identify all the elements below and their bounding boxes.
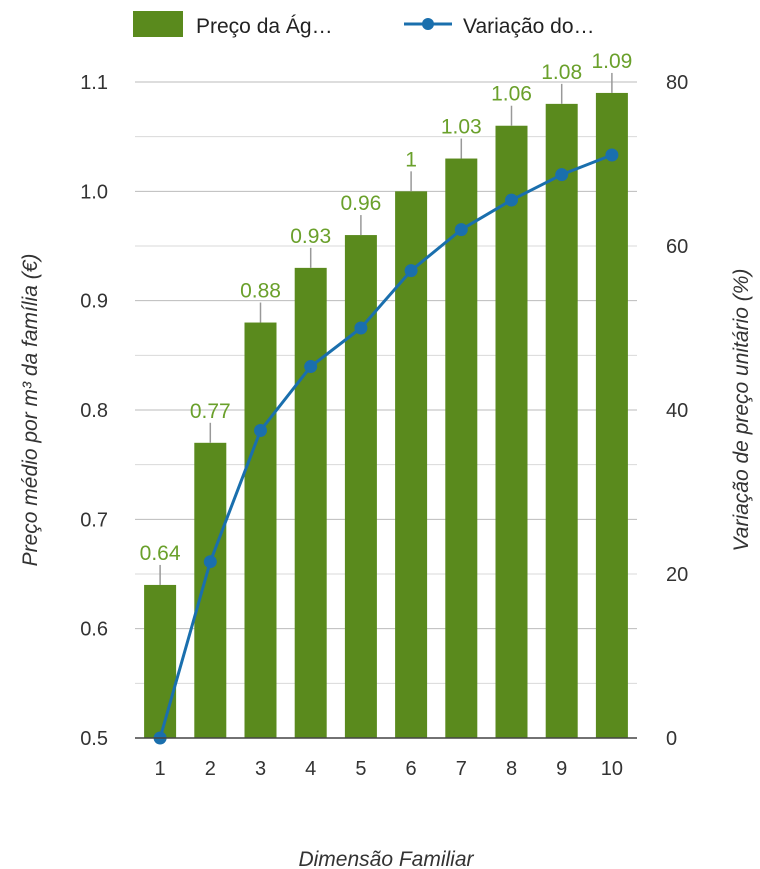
bar-data-label: 0.88 <box>240 280 281 303</box>
bar-data-label: 1.06 <box>491 83 532 106</box>
legend-label-bar: Preço da Ág… <box>196 15 333 38</box>
y2-tick-label: 20 <box>666 564 688 586</box>
x-tick-label: 9 <box>556 758 567 780</box>
legend-label-line: Variação do… <box>463 15 595 38</box>
y-tick-label: 0.7 <box>80 509 108 531</box>
legend-swatch-bar <box>133 11 183 37</box>
y2-tick-label: 40 <box>666 400 688 422</box>
x-tick-label: 5 <box>355 758 366 780</box>
bar-7 <box>445 158 478 739</box>
y2-tick-label: 80 <box>666 72 688 94</box>
bar-9 <box>545 103 578 738</box>
line-path <box>158 153 613 739</box>
bar-8 <box>495 125 528 738</box>
y-axis-title: Preço médio por m³ da família (€) <box>19 254 42 567</box>
bar-4 <box>294 267 327 738</box>
line-point-3 <box>254 424 267 437</box>
bar-data-label: 0.64 <box>140 542 181 565</box>
bar-data-label: 0.93 <box>290 225 331 248</box>
y-tick-label: 0.9 <box>80 291 108 313</box>
bar-data-label: 1.03 <box>441 116 482 139</box>
bar-5 <box>344 235 377 739</box>
line-point-10 <box>605 148 619 162</box>
bar-data-labels: 0.64 0.77 0.88 0.93 0.96 1 1.03 1.06 1.08 1.09 <box>140 50 632 585</box>
line-point-6 <box>404 264 418 278</box>
line-point-5 <box>354 321 368 335</box>
line-point-8 <box>505 193 518 207</box>
y2-tick-label: 60 <box>666 236 688 258</box>
y2-tick-label: 0 <box>666 728 677 750</box>
x-tick-label: 2 <box>205 758 216 780</box>
x-tick-label: 6 <box>406 758 417 780</box>
y-tick-label: 1.1 <box>80 72 108 94</box>
line-point-2 <box>203 555 217 569</box>
bar-data-label: 0.96 <box>340 192 381 215</box>
x-tick-label: 7 <box>456 758 467 780</box>
bar-data-label: 0.77 <box>190 400 231 423</box>
bars <box>144 92 628 739</box>
y-axis-ticks: 0.5 0.6 0.7 0.8 0.9 1.0 1.1 <box>80 72 108 750</box>
bar-10 <box>595 92 628 738</box>
bar-data-label: 1.08 <box>541 61 582 84</box>
bar-data-label: 1 <box>405 148 417 171</box>
y-tick-label: 1.0 <box>80 181 108 203</box>
legend-swatch-marker <box>422 18 434 30</box>
y2-axis-title: Variação de preço unitário (%) <box>730 269 753 552</box>
line-series <box>153 148 619 745</box>
y-tick-label: 0.8 <box>80 400 108 422</box>
bar-2 <box>194 442 227 738</box>
y-tick-label: 0.6 <box>80 619 108 641</box>
x-tick-label: 4 <box>305 758 316 780</box>
legend: Preço da Ág… Variação do… <box>133 11 595 38</box>
y2-axis-ticks: 0 20 40 60 80 <box>666 72 688 750</box>
x-tick-label: 1 <box>155 758 166 780</box>
y-tick-label: 0.5 <box>80 728 108 750</box>
line-point-9 <box>555 168 569 182</box>
x-tick-label: 10 <box>601 758 623 780</box>
x-tick-label: 3 <box>255 758 266 780</box>
x-axis-ticks: 1 2 3 4 5 6 7 8 9 10 <box>155 758 623 780</box>
bar-3 <box>244 322 277 738</box>
line-point-4 <box>304 360 318 374</box>
x-tick-label: 8 <box>506 758 517 780</box>
x-axis-title: Dimensão Familiar <box>298 848 474 869</box>
bar-data-label: 1.09 <box>591 50 632 73</box>
bar-1 <box>144 584 177 738</box>
line-point-7 <box>454 223 468 237</box>
